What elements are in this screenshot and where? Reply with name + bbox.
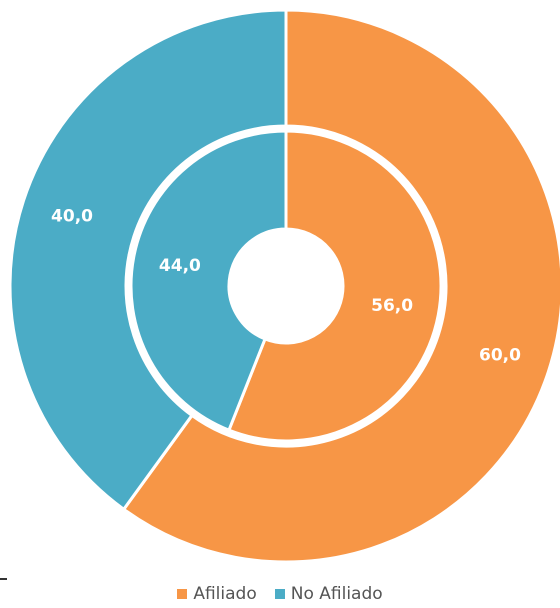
corner-mark (0, 578, 7, 580)
inner-label-no-afiliado: 44,0 (159, 256, 201, 276)
legend-label-no-afiliado: No Afiliado (290, 584, 383, 604)
outer-ring (8, 8, 560, 564)
legend-swatch-no-afiliado (274, 589, 285, 599)
legend-swatch-afiliado (177, 589, 188, 599)
legend-label-afiliado: Afiliado (193, 584, 257, 604)
outer-label-afiliado: 60,0 (479, 346, 521, 366)
legend: Afiliado No Afiliado (0, 584, 560, 604)
inner-slice-no-afiliado (129, 129, 288, 433)
legend-item-afiliado: Afiliado (177, 584, 257, 604)
outer-slice-afiliado (121, 8, 560, 564)
legend-item-no-afiliado: No Afiliado (274, 584, 383, 604)
inner-slice-afiliado (226, 129, 443, 443)
outer-label-no-afiliado: 40,0 (51, 206, 93, 226)
inner-ring (129, 129, 443, 443)
data-labels: 60,0 40,0 56,0 44,0 (51, 206, 521, 365)
inner-label-afiliado: 56,0 (371, 296, 413, 316)
outer-slice-no-afiliado (8, 8, 288, 512)
